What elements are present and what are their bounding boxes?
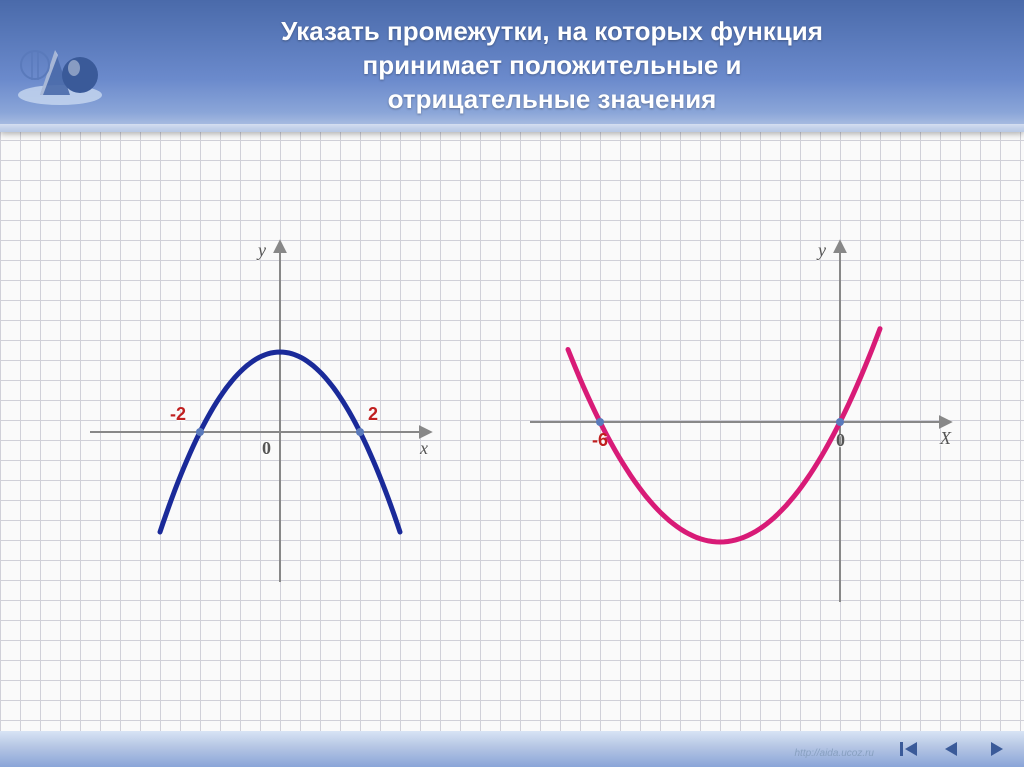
- chart-left-right-root-label: 2: [368, 404, 378, 425]
- chart-right-svg: [520, 232, 960, 612]
- chart-left: y x 0 -2 2: [80, 232, 440, 592]
- chart-left-left-root-label: -2: [170, 404, 186, 425]
- chart-left-y-label: y: [258, 240, 266, 261]
- chart-right-x-label: X: [940, 428, 951, 449]
- chart-right-y-label: y: [818, 240, 826, 261]
- nav-prev-button[interactable]: [936, 737, 970, 761]
- footer-bar: http://aida.ucoz.ru: [0, 731, 1024, 767]
- chart-right: y X 0 -6: [520, 232, 960, 612]
- chart-right-left-root-label: -6: [592, 430, 608, 451]
- nav-next-button[interactable]: [978, 737, 1012, 761]
- geometry-decor-icon: [10, 10, 110, 110]
- title-line-1: Указать промежутки, на которых функция: [281, 16, 823, 46]
- chart-area: y x 0 -2 2 y X 0 -6: [0, 132, 1024, 731]
- nav-first-button[interactable]: [894, 737, 928, 761]
- chart-left-svg: [80, 232, 440, 592]
- chart-right-origin-label: 0: [836, 430, 845, 451]
- chart-left-origin-label: 0: [262, 438, 271, 459]
- chart-right-curve: [568, 329, 880, 542]
- watermark-text: http://aida.ucoz.ru: [795, 748, 875, 759]
- chart-left-x-label: x: [420, 438, 428, 459]
- title-header: Указать промежутки, на которых функция п…: [0, 0, 1024, 132]
- page-title: Указать промежутки, на которых функция п…: [120, 15, 984, 116]
- chart-right-root-marker-1: [836, 418, 844, 426]
- chart-right-root-marker-0: [596, 418, 604, 426]
- title-line-3: отрицательные значения: [388, 84, 717, 114]
- chart-left-root-marker-1: [356, 428, 364, 436]
- title-line-2: принимает положительные и: [362, 50, 741, 80]
- chart-left-root-marker-0: [196, 428, 204, 436]
